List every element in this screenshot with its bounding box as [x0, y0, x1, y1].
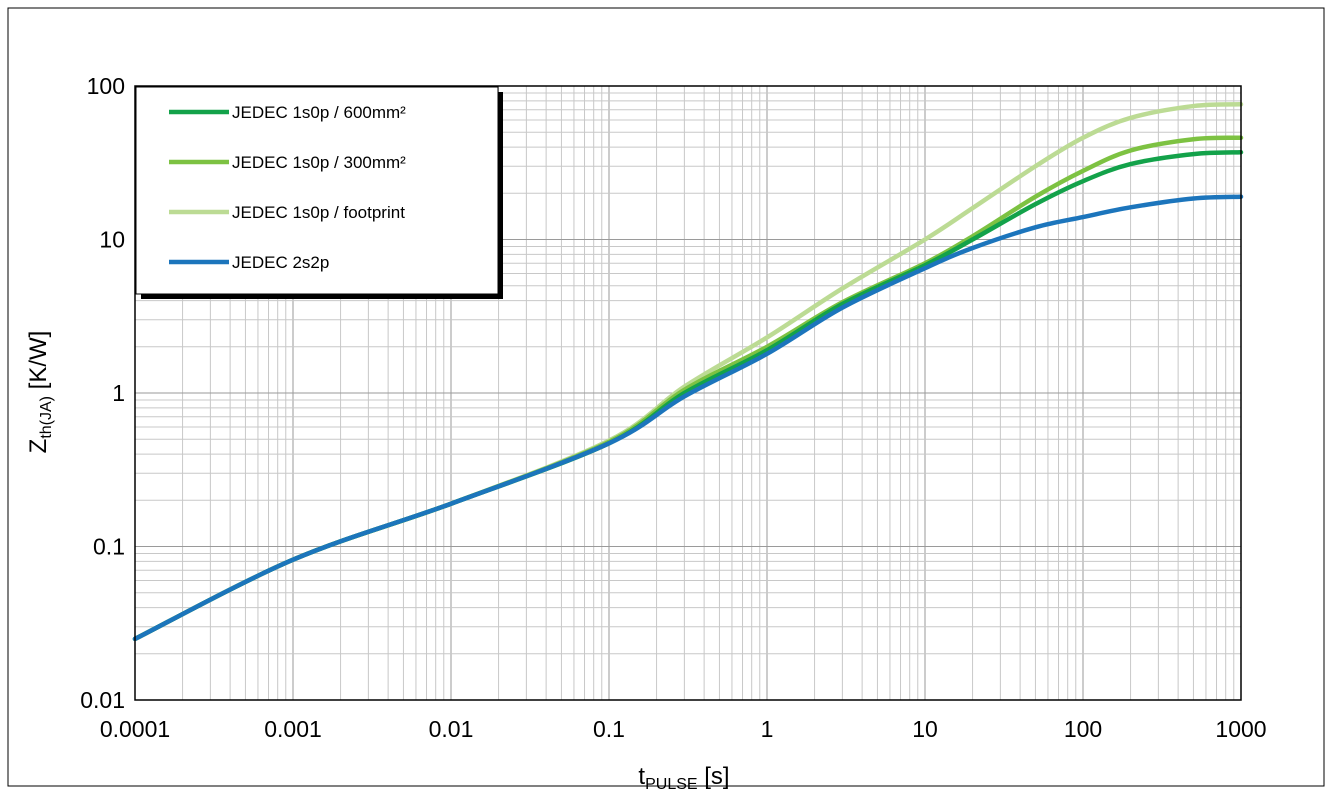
x-tick-label: 0.0001: [100, 716, 170, 742]
y-tick-label: 100: [87, 73, 125, 99]
x-tick-label: 0.001: [264, 716, 322, 742]
x-tick-label: 0.01: [429, 716, 474, 742]
legend-label: JEDEC 2s2p: [232, 253, 329, 272]
y-tick-label: 10: [99, 227, 125, 253]
x-tick-label: 10: [912, 716, 938, 742]
x-tick-label: 100: [1064, 716, 1102, 742]
y-tick-label: 0.01: [80, 687, 125, 713]
x-axis-title: tPULSE [s]: [638, 763, 729, 793]
y-axis-title-sub: th(JA): [38, 396, 55, 439]
y-tick-label: 0.1: [93, 534, 125, 560]
x-axis-title-sub: PULSE: [645, 776, 697, 793]
legend: JEDEC 1s0p / 600mm² JEDEC 1s0p / 300mm² JE…: [136, 87, 503, 299]
x-axis-title-unit: [s]: [698, 763, 730, 790]
legend-label: JEDEC 1s0p / 300mm²: [232, 153, 406, 172]
x-tick-label: 0.1: [593, 716, 625, 742]
legend-label: JEDEC 1s0p / 600mm²: [232, 103, 406, 122]
legend-label: JEDEC 1s0p / footprint: [232, 203, 405, 222]
y-axis-title-unit: [K/W]: [25, 331, 52, 396]
y-axis-title: Zth(JA) [K/W]: [25, 331, 55, 454]
x-tick-labels: 0.0001 0.001 0.01 0.1 1 10 100 1000: [100, 716, 1267, 742]
y-tick-labels: 0.01 0.1 1 10 100: [80, 73, 125, 713]
x-tick-label: 1: [761, 716, 774, 742]
y-axis-title-main: Z: [25, 439, 52, 454]
x-tick-label: 1000: [1215, 716, 1266, 742]
y-tick-label: 1: [112, 380, 125, 406]
